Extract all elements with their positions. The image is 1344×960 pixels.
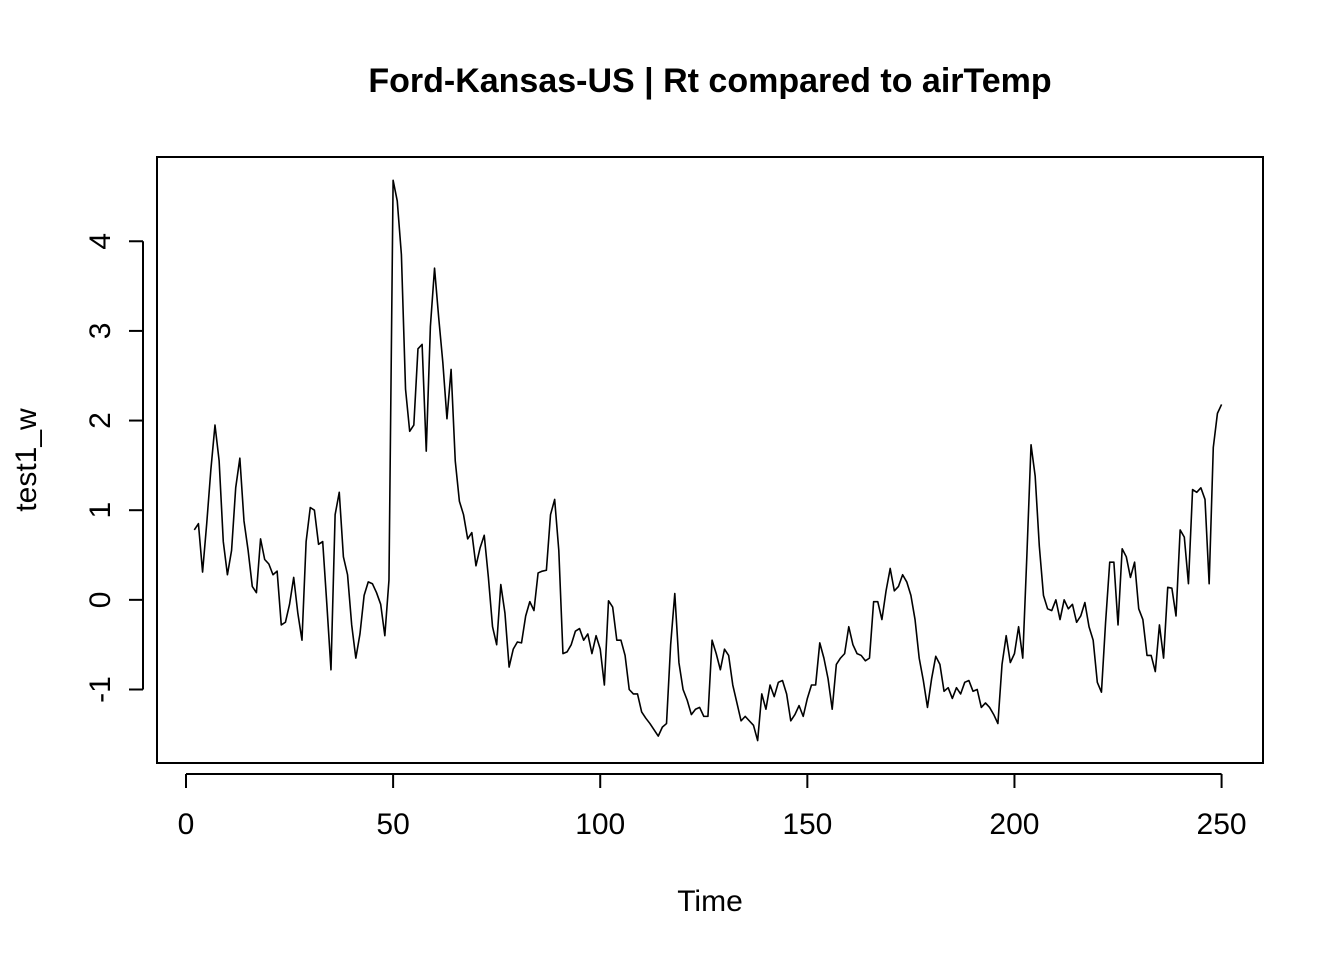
x-tick-label: 50 bbox=[376, 808, 409, 841]
y-tick-label: 2 bbox=[84, 412, 117, 429]
x-tick-label: 250 bbox=[1197, 808, 1247, 841]
x-axis-label: Time bbox=[677, 885, 743, 918]
x-axis: 0 50 100 150 200 250 bbox=[178, 774, 1247, 841]
y-tick-label: -1 bbox=[84, 676, 117, 703]
series-line-0 bbox=[194, 180, 1221, 740]
chart-title: Ford-Kansas-US | Rt compared to airTemp bbox=[368, 62, 1051, 100]
y-tick-label: 1 bbox=[84, 502, 117, 519]
y-axis-label: test1_w bbox=[10, 408, 43, 512]
x-tick-label: 200 bbox=[989, 808, 1039, 841]
y-tick-label: 3 bbox=[84, 323, 117, 340]
y-tick-label: 0 bbox=[84, 592, 117, 609]
x-tick-label: 100 bbox=[575, 808, 625, 841]
x-tick-label: 150 bbox=[782, 808, 832, 841]
series-group bbox=[194, 180, 1221, 740]
y-axis: -1 0 1 2 3 4 bbox=[84, 233, 155, 703]
y-tick-label: 4 bbox=[84, 233, 117, 250]
x-tick-label: 0 bbox=[178, 808, 195, 841]
